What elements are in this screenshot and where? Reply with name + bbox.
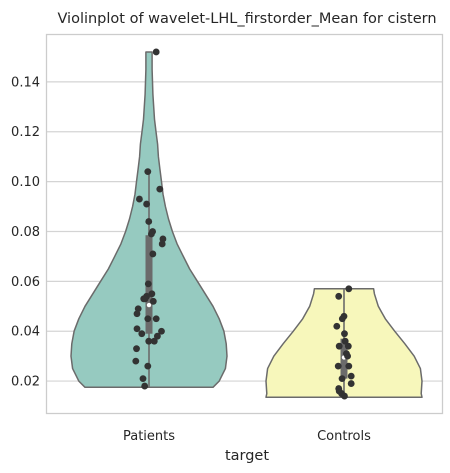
data-point <box>158 240 166 248</box>
data-point <box>333 322 341 330</box>
x-tick-labels: Patients Controls <box>123 429 371 444</box>
data-point <box>149 250 157 258</box>
data-point <box>148 230 155 238</box>
data-point <box>138 330 146 338</box>
data-point <box>335 292 343 300</box>
data-point <box>338 315 346 323</box>
data-point <box>144 362 152 370</box>
data-point <box>144 168 152 176</box>
y-tick-label: 0.12 <box>11 125 40 140</box>
data-point <box>145 337 153 345</box>
data-point <box>143 200 151 208</box>
data-point <box>341 330 348 338</box>
data-point <box>144 315 152 323</box>
data-point <box>158 327 165 335</box>
plot-frame <box>45 33 444 415</box>
data-point <box>156 185 164 193</box>
data-point <box>148 290 156 298</box>
data-point <box>154 332 161 340</box>
data-point <box>341 337 349 345</box>
data-point <box>347 380 355 387</box>
data-point <box>345 285 353 293</box>
data-point <box>144 280 152 288</box>
data-point <box>150 337 158 345</box>
data-point <box>152 315 160 323</box>
data-point <box>132 357 140 365</box>
data-point <box>149 297 157 305</box>
chart-title: Violinplot of wavelet-LHL_firstorder_Mea… <box>57 11 436 27</box>
data-point <box>133 345 140 353</box>
data-point <box>344 352 351 360</box>
data-point <box>338 375 346 382</box>
data-point <box>347 372 355 380</box>
data-point <box>133 310 141 318</box>
data-point <box>334 362 342 370</box>
y-tick-label: 0.10 <box>11 175 40 190</box>
data-point <box>133 325 141 333</box>
y-tick-label: 0.06 <box>11 275 40 290</box>
data-point <box>141 295 149 303</box>
data-point <box>152 48 160 56</box>
y-tick-label: 0.02 <box>11 375 40 390</box>
median-marker <box>146 302 152 308</box>
y-tick-labels: 0.02 0.04 0.06 0.08 0.10 0.12 0.14 <box>11 75 40 389</box>
data-point <box>344 342 352 350</box>
x-tick-label: Controls <box>317 429 371 444</box>
data-point <box>136 195 143 203</box>
x-axis-label: target <box>225 448 269 464</box>
data-points <box>132 48 355 400</box>
y-tick-label: 0.04 <box>11 325 40 340</box>
data-point <box>345 362 353 370</box>
y-tick-label: 0.08 <box>11 225 40 240</box>
y-tick-label: 0.14 <box>11 75 40 90</box>
data-point <box>335 342 343 350</box>
data-point <box>139 375 147 382</box>
data-point <box>145 218 153 225</box>
x-tick-label: Patients <box>123 429 175 444</box>
data-point <box>141 382 149 390</box>
data-point <box>341 392 348 400</box>
data-point <box>159 235 167 243</box>
